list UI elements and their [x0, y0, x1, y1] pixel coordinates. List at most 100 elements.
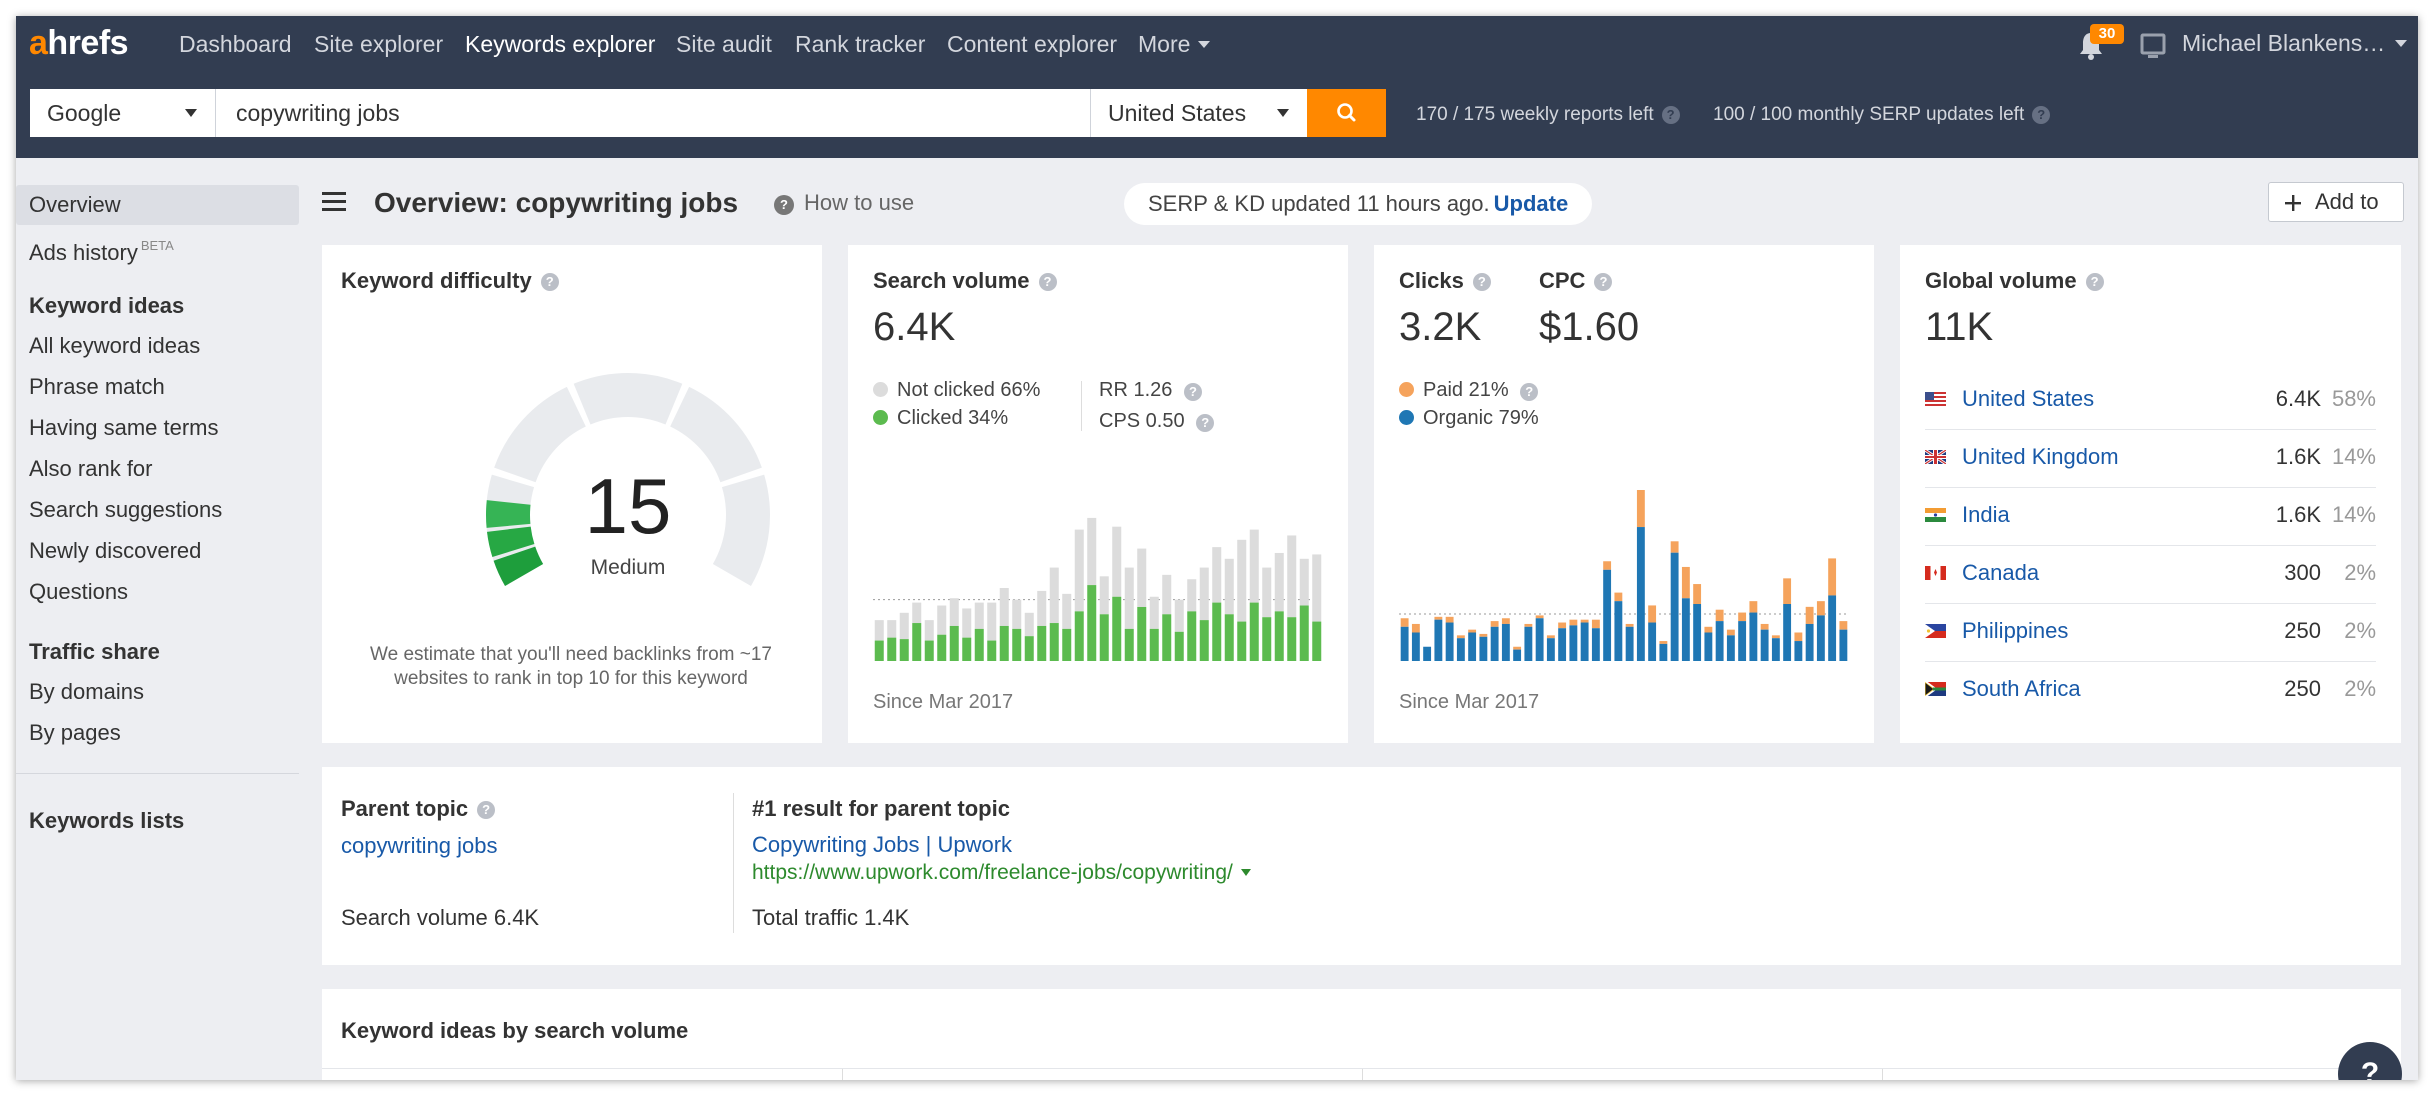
help-icon[interactable]: ?: [477, 801, 496, 819]
bar-paid[interactable]: [1816, 601, 1825, 616]
bar-not-clicked[interactable]: [1312, 554, 1322, 622]
country-name-link[interactable]: United Kingdom: [1962, 444, 2119, 469]
bar-paid[interactable]: [1625, 623, 1634, 627]
bar-paid[interactable]: [1805, 606, 1814, 624]
bar-clicked[interactable]: [1087, 585, 1097, 661]
bar-paid[interactable]: [1434, 616, 1443, 620]
sidebar-item-newly-discovered[interactable]: Newly discovered: [29, 538, 202, 563]
bar-paid[interactable]: [1828, 558, 1837, 596]
bar-not-clicked[interactable]: [874, 620, 884, 641]
bar-paid[interactable]: [1704, 626, 1713, 633]
bar-clicked[interactable]: [924, 640, 934, 661]
bar-paid[interactable]: [1569, 619, 1578, 626]
bar-paid[interactable]: [1659, 641, 1668, 644]
bar-clicked[interactable]: [999, 625, 1009, 661]
help-icon[interactable]: ?: [1594, 273, 1613, 291]
bar-paid[interactable]: [1783, 578, 1792, 604]
user-menu[interactable]: Michael Blankens…: [2182, 30, 2408, 57]
bar-clicked[interactable]: [1212, 602, 1222, 661]
bar-organic[interactable]: [1794, 641, 1803, 661]
bar-not-clicked[interactable]: [1199, 567, 1209, 621]
sidebar-item-phrase-match[interactable]: Phrase match: [29, 374, 165, 399]
bar-clicked[interactable]: [1099, 614, 1109, 661]
parent-topic-link[interactable]: copywriting jobs: [341, 833, 498, 858]
sidebar-item-ads-history[interactable]: Ads history BETA: [29, 238, 174, 265]
bar-clicked[interactable]: [1174, 631, 1184, 661]
bar-organic[interactable]: [1400, 626, 1409, 661]
bar-not-clicked[interactable]: [1099, 576, 1109, 615]
bar-clicked[interactable]: [1062, 628, 1072, 661]
bar-paid[interactable]: [1693, 584, 1702, 604]
help-icon[interactable]: ?: [1038, 273, 1057, 291]
bar-not-clicked[interactable]: [987, 602, 997, 641]
bar-not-clicked[interactable]: [1137, 548, 1147, 607]
update-link[interactable]: Update: [1493, 191, 1569, 216]
bar-organic[interactable]: [1501, 623, 1510, 661]
bar-organic[interactable]: [1558, 628, 1567, 661]
bar-clicked[interactable]: [1012, 628, 1022, 661]
bar-paid[interactable]: [1771, 635, 1780, 639]
bar-clicked[interactable]: [899, 639, 909, 661]
bar-organic[interactable]: [1490, 626, 1499, 661]
bar-organic[interactable]: [1614, 601, 1623, 661]
country-name-link[interactable]: Philippines: [1962, 618, 2069, 643]
bar-clicked[interactable]: [887, 637, 897, 661]
bar-clicked[interactable]: [1249, 602, 1259, 661]
keyword-search-input[interactable]: [216, 89, 1090, 137]
bar-not-clicked[interactable]: [1187, 579, 1197, 612]
bar-organic[interactable]: [1468, 632, 1477, 662]
bar-clicked[interactable]: [1112, 596, 1122, 661]
bar-paid[interactable]: [1456, 635, 1465, 639]
help-icon[interactable]: ?: [540, 273, 559, 291]
bar-not-clicked[interactable]: [1037, 590, 1047, 626]
bar-organic[interactable]: [1456, 638, 1465, 661]
bar-organic[interactable]: [1715, 621, 1724, 661]
bar-not-clicked[interactable]: [949, 598, 959, 626]
bar-organic[interactable]: [1693, 604, 1702, 661]
bar-paid[interactable]: [1839, 621, 1848, 630]
bar-paid[interactable]: [1760, 623, 1769, 630]
bar-paid[interactable]: [1749, 601, 1758, 613]
bar-organic[interactable]: [1580, 622, 1589, 661]
bar-not-clicked[interactable]: [887, 620, 897, 638]
bar-organic[interactable]: [1636, 527, 1645, 661]
bar-not-clicked[interactable]: [1174, 599, 1184, 632]
bar-not-clicked[interactable]: [1112, 526, 1122, 597]
nav-keywords-explorer[interactable]: Keywords explorer: [465, 31, 656, 57]
monitor-icon[interactable]: [2140, 33, 2166, 59]
bar-paid[interactable]: [1490, 621, 1499, 627]
sidebar-item-overview[interactable]: Overview: [16, 185, 299, 225]
bar-organic[interactable]: [1816, 615, 1825, 661]
bar-paid[interactable]: [1580, 619, 1589, 623]
bar-not-clicked[interactable]: [1162, 574, 1172, 615]
nav-site-audit[interactable]: Site audit: [676, 31, 772, 57]
bar-organic[interactable]: [1546, 638, 1555, 661]
bar-organic[interactable]: [1513, 649, 1522, 661]
bar-organic[interactable]: [1569, 625, 1578, 661]
bar-organic[interactable]: [1535, 618, 1544, 661]
bar-paid[interactable]: [1614, 592, 1623, 602]
bar-clicked[interactable]: [1149, 628, 1159, 661]
bar-paid[interactable]: [1603, 561, 1612, 570]
bar-organic[interactable]: [1681, 598, 1690, 661]
bar-paid[interactable]: [1524, 623, 1533, 627]
bar-not-clicked[interactable]: [1074, 529, 1084, 612]
help-icon[interactable]: ?: [2085, 273, 2104, 291]
bar-organic[interactable]: [1670, 552, 1679, 661]
bar-organic[interactable]: [1738, 621, 1747, 661]
bar-not-clicked[interactable]: [1299, 558, 1309, 606]
bar-paid[interactable]: [1546, 635, 1555, 639]
bar-organic[interactable]: [1783, 604, 1792, 661]
nav-content-explorer[interactable]: Content explorer: [947, 31, 1118, 57]
bar-paid[interactable]: [1535, 615, 1544, 619]
bar-not-clicked[interactable]: [1287, 535, 1297, 618]
bar-clicked[interactable]: [1199, 620, 1209, 661]
sidebar-item-all-keyword-ideas[interactable]: All keyword ideas: [29, 333, 201, 358]
add-to-button[interactable]: Add to: [2268, 182, 2404, 222]
bar-paid[interactable]: [1715, 609, 1724, 622]
sidebar-item-also-rank-for[interactable]: Also rank for: [29, 456, 153, 481]
bar-clicked[interactable]: [987, 640, 997, 661]
help-icon[interactable]: ?: [1520, 383, 1539, 401]
bar-organic[interactable]: [1760, 629, 1769, 661]
help-icon[interactable]: ?: [2032, 106, 2051, 124]
